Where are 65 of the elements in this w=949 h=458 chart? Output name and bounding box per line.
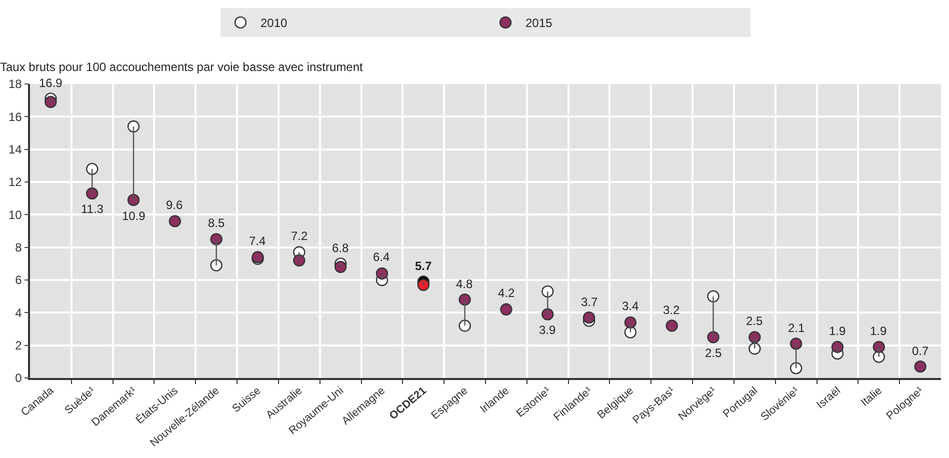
data-label: 3.9 — [539, 323, 556, 337]
point — [210, 259, 222, 272]
point — [127, 194, 140, 206]
data-label: 2.5 — [705, 346, 722, 360]
data-label: 3.7 — [581, 295, 598, 309]
legend-label: 2015 — [526, 16, 553, 30]
point — [417, 278, 430, 291]
point — [376, 267, 388, 280]
data-label: 2.5 — [746, 314, 764, 328]
data-label: 7.4 — [249, 234, 266, 248]
y-tick-label: 2 — [15, 338, 22, 353]
data-label: 3.2 — [663, 303, 680, 317]
point — [748, 331, 761, 344]
point — [542, 285, 554, 298]
y-tick-label: 8 — [15, 240, 22, 255]
data-label: 5.7 — [415, 259, 432, 273]
data-label: 4.8 — [456, 277, 474, 291]
data-label: 1.9 — [870, 324, 888, 338]
point — [542, 308, 554, 320]
x-tick-label: Italie — [858, 384, 884, 409]
data-label: 8.5 — [208, 216, 226, 230]
data-label: 7.2 — [291, 229, 308, 243]
data-label: 16.9 — [39, 76, 63, 90]
data-label: 2.1 — [788, 321, 806, 335]
data-label: 11.3 — [81, 202, 104, 216]
y-tick-label: 10 — [8, 208, 22, 222]
point — [210, 233, 222, 246]
legend-label: 2010 — [260, 16, 288, 30]
point — [168, 215, 182, 228]
y-tick-label: 4 — [15, 306, 22, 320]
point — [914, 360, 926, 373]
point — [582, 311, 596, 324]
point — [458, 294, 471, 306]
data-label: 10.9 — [122, 209, 146, 223]
point — [707, 331, 720, 344]
point — [334, 260, 347, 274]
point — [872, 340, 885, 354]
data-label: 6.8 — [332, 241, 350, 255]
point — [748, 342, 761, 355]
y-tick-label: 12 — [8, 175, 22, 190]
point — [500, 303, 512, 316]
point — [86, 162, 98, 176]
data-label: 9.6 — [166, 198, 184, 212]
y-tick-label: 0 — [15, 371, 22, 386]
data-label: 1.9 — [829, 324, 846, 338]
point — [44, 96, 57, 108]
y-tick-label: 16 — [8, 110, 22, 124]
point — [624, 316, 637, 329]
data-label: 0.7 — [912, 344, 930, 358]
point — [790, 338, 802, 350]
y-tick-label: 14 — [8, 142, 22, 157]
point — [458, 320, 471, 332]
y-axis-title: Taux bruts pour 100 accouchements par voie basse avec instrument — [0, 60, 364, 74]
point — [293, 254, 306, 266]
y-tick-label: 18 — [8, 77, 22, 92]
point — [790, 362, 802, 374]
point — [666, 320, 678, 332]
y-tick-label: 6 — [15, 273, 22, 288]
data-label: 4.2 — [498, 286, 516, 300]
point — [831, 340, 844, 354]
point — [707, 290, 720, 302]
point — [86, 187, 98, 200]
point — [127, 120, 140, 133]
data-label: 3.4 — [622, 299, 640, 313]
data-label: 6.4 — [373, 250, 390, 264]
